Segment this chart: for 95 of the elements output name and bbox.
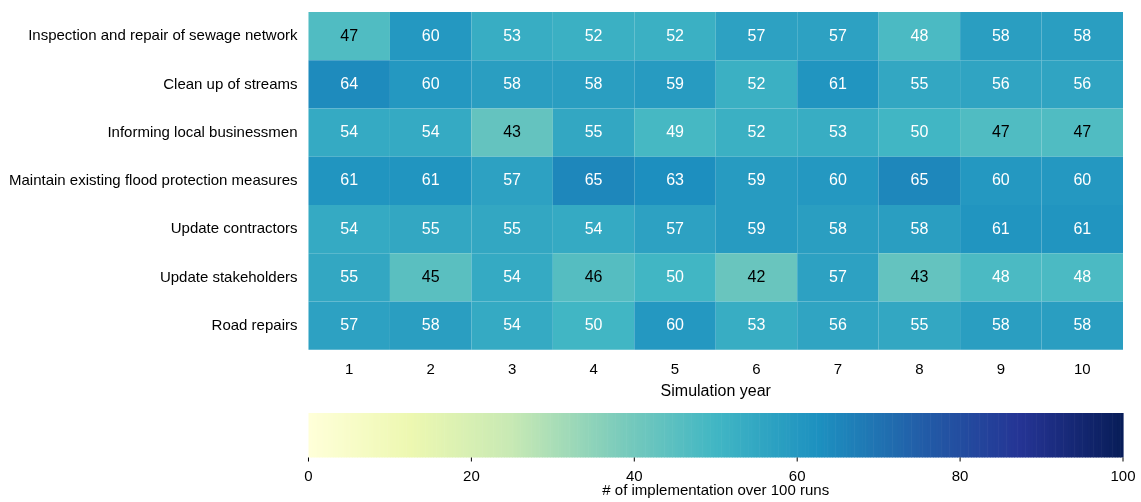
data-label: 47: [340, 26, 359, 44]
data-label: 54: [421, 123, 440, 141]
data-label: 61: [1073, 219, 1092, 237]
data-label: 60: [421, 26, 440, 44]
data-label: 55: [421, 219, 440, 237]
data-label: 58: [584, 74, 603, 92]
x-tick-label: 7: [833, 359, 843, 377]
data-label: 58: [991, 26, 1010, 44]
data-label: 50: [910, 123, 929, 141]
data-label: 55: [910, 316, 929, 334]
data-label: 54: [340, 123, 359, 141]
data-label: 61: [991, 219, 1010, 237]
y-tick-label: Clean up of streams: [163, 74, 298, 92]
y-tick-label: Update stakeholders: [159, 267, 298, 285]
data-label: 54: [503, 316, 522, 334]
x-tick-label: 8: [915, 359, 924, 377]
data-label: 59: [666, 74, 685, 92]
data-label: 43: [910, 267, 929, 285]
data-label: 56: [829, 316, 847, 334]
data-label: 45: [421, 267, 440, 285]
color-bar-label: 80: [951, 466, 969, 484]
data-label: 57: [503, 171, 522, 189]
color-bar-label: 100: [1110, 466, 1136, 484]
data-label: 60: [421, 74, 440, 92]
data-label: 60: [829, 171, 847, 189]
data-label: 57: [666, 219, 685, 237]
data-label: 52: [584, 26, 603, 44]
data-label: 55: [503, 219, 522, 237]
y-tick-label: Inspection and repair of sewage network: [28, 26, 298, 44]
y-tick-label: Informing local businessmen: [107, 122, 298, 140]
data-label: 57: [829, 267, 847, 285]
data-label: 65: [584, 171, 603, 189]
data-label: 61: [421, 171, 440, 189]
data-label: 43: [503, 123, 522, 141]
data-label: 54: [584, 219, 603, 237]
x-tick-label: 6: [752, 359, 761, 377]
data-label: 58: [1073, 26, 1092, 44]
data-label: 57: [340, 316, 359, 334]
data-label: 55: [340, 267, 359, 285]
x-tick-label: 5: [670, 359, 680, 377]
data-label: 57: [829, 26, 847, 44]
data-label: 46: [584, 267, 603, 285]
x-tick-label: 2: [426, 359, 435, 377]
x-axis-title: Simulation year: [660, 381, 772, 399]
data-label: 58: [421, 316, 440, 334]
y-tick-label: Maintain existing flood protection measures: [8, 171, 298, 189]
data-label: 49: [666, 123, 685, 141]
data-label: 53: [829, 123, 847, 141]
data-label: 50: [666, 267, 685, 285]
data-label: 58: [1073, 316, 1092, 334]
data-label: 48: [910, 26, 929, 44]
data-label: 59: [747, 171, 766, 189]
data-label: 64: [340, 74, 359, 92]
x-tick-label: 1: [345, 359, 354, 377]
data-label: 52: [666, 26, 685, 44]
data-label: 58: [910, 219, 929, 237]
data-label: 50: [584, 316, 603, 334]
data-label: 60: [991, 171, 1010, 189]
color-bar-label: 60: [788, 466, 806, 484]
color-bar-title: # of implementation over 100 runs: [602, 481, 830, 499]
x-tick-label: 9: [996, 359, 1005, 377]
x-tick-label: 3: [507, 359, 517, 377]
y-tick-label: Road repairs: [211, 315, 298, 333]
data-label: 52: [747, 74, 766, 92]
data-label: 58: [829, 219, 847, 237]
data-label: 56: [1073, 74, 1092, 92]
color-bar-label: 0: [304, 466, 313, 484]
data-label: 42: [747, 267, 766, 285]
data-label: 65: [910, 171, 929, 189]
data-label: 59: [747, 219, 766, 237]
data-label: 55: [910, 74, 929, 92]
data-label: 55: [584, 123, 603, 141]
x-tick-label: 4: [589, 359, 598, 377]
data-label: 61: [340, 171, 359, 189]
data-label: 63: [666, 171, 685, 189]
data-label: 53: [747, 316, 766, 334]
data-label: 52: [747, 123, 766, 141]
data-label: 56: [991, 74, 1010, 92]
data-label: 53: [503, 26, 522, 44]
data-label: 60: [666, 316, 685, 334]
color-bar-label: 20: [463, 466, 480, 484]
data-label: 54: [340, 219, 359, 237]
color-bar-label: 40: [625, 466, 643, 484]
data-label: 48: [991, 267, 1010, 285]
data-label: 58: [503, 74, 522, 92]
y-tick-label: Update contractors: [170, 219, 298, 237]
x-tick-label: 10: [1073, 359, 1091, 377]
data-label: 48: [1073, 267, 1092, 285]
data-label: 54: [503, 267, 522, 285]
data-label: 47: [1073, 123, 1092, 141]
data-label: 57: [747, 26, 766, 44]
data-label: 58: [991, 316, 1010, 334]
data-label: 47: [991, 123, 1010, 141]
data-label: 61: [829, 74, 847, 92]
data-label: 60: [1073, 171, 1092, 189]
